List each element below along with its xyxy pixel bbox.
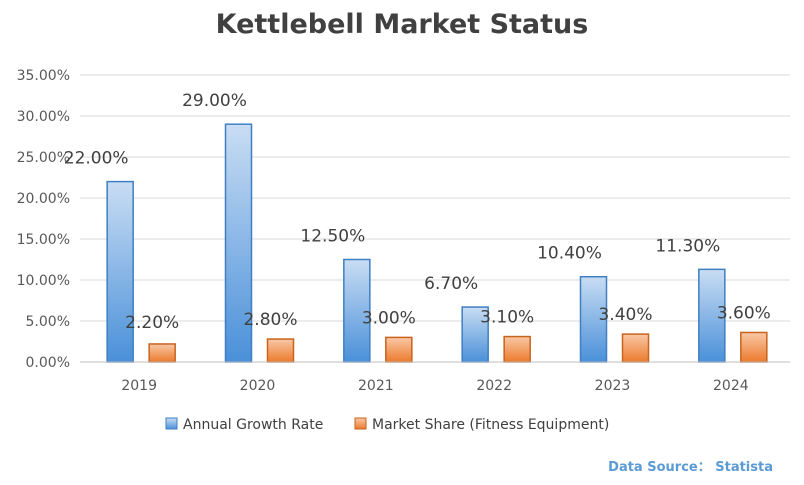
y-tick-label: 30.00%	[17, 109, 70, 125]
data-label-market-share-fitness-equipment-2023: 3.40%	[598, 305, 652, 325]
gridlines	[80, 74, 790, 363]
x-tick-label: 2020	[240, 378, 276, 394]
chart-title: Kettlebell Market Status	[216, 9, 589, 40]
x-tick-label: 2023	[595, 378, 631, 394]
bar-market-share-fitness-equipment-2021	[385, 336, 413, 363]
bar-annual-growth-rate-2023	[579, 275, 608, 363]
legend-swatch-annual-growth-rate	[165, 417, 178, 430]
y-tick-label: 20.00%	[17, 191, 70, 207]
legend: Annual Growth Rate Market Share (Fitness…	[165, 417, 609, 433]
bar-market-share-fitness-equipment-2024	[740, 331, 768, 363]
data-label-annual-growth-rate-2022: 6.70%	[424, 274, 478, 294]
data-labels: 22.00%2.20%29.00%2.80%12.50%3.00%6.70%3.…	[64, 91, 771, 333]
legend-label-annual-growth-rate: Annual Growth Rate	[183, 417, 323, 433]
data-label-market-share-fitness-equipment-2022: 3.10%	[480, 308, 534, 328]
x-tick-label: 2024	[713, 378, 749, 394]
bar-annual-growth-rate-2024	[698, 268, 726, 363]
x-axis: 2019 2020 2021 2022 2023 2024	[80, 361, 790, 394]
bar-annual-growth-rate-2021	[343, 258, 371, 363]
data-label-market-share-fitness-equipment-2019: 2.20%	[125, 313, 179, 333]
legend-swatch-market-share	[354, 417, 367, 430]
y-axis: 0.00% 5.00% 10.00% 15.00% 20.00% 25.00% 30.00%…	[17, 68, 70, 371]
data-label-market-share-fitness-equipment-2021: 3.00%	[362, 308, 416, 328]
bar-market-share-fitness-equipment-2022	[503, 335, 531, 363]
bar-annual-growth-rate-2020	[224, 123, 253, 363]
bar-annual-growth-rate-2022	[461, 306, 489, 363]
data-label-annual-growth-rate-2021: 12.50%	[300, 227, 365, 247]
y-tick-label: 5.00%	[26, 314, 70, 330]
bar-market-share-fitness-equipment-2019	[148, 343, 176, 363]
bar-market-share-fitness-equipment-2023	[621, 333, 650, 363]
y-tick-label: 25.00%	[17, 150, 70, 166]
data-label-market-share-fitness-equipment-2020: 2.80%	[243, 310, 297, 330]
x-tick-label: 2022	[476, 378, 512, 394]
data-label-annual-growth-rate-2020: 29.00%	[182, 91, 247, 111]
y-tick-label: 0.00%	[26, 355, 70, 371]
data-label-annual-growth-rate-2019: 22.00%	[64, 149, 129, 169]
bar-annual-growth-rate-2019	[106, 180, 134, 363]
bar-market-share-fitness-equipment-2020	[266, 338, 295, 363]
bars	[106, 123, 768, 363]
y-tick-label: 15.00%	[17, 232, 70, 248]
legend-label-market-share: Market Share (Fitness Equipment)	[372, 417, 609, 433]
data-label-market-share-fitness-equipment-2024: 3.60%	[717, 303, 771, 323]
source-note: Data Source： Statista	[608, 460, 773, 475]
x-tick-label: 2021	[358, 378, 394, 394]
x-tick-label: 2019	[121, 378, 157, 394]
y-tick-label: 10.00%	[17, 273, 70, 289]
data-label-annual-growth-rate-2024: 11.30%	[655, 236, 720, 256]
data-label-annual-growth-rate-2023: 10.40%	[537, 244, 602, 264]
y-tick-label: 35.00%	[17, 68, 70, 84]
